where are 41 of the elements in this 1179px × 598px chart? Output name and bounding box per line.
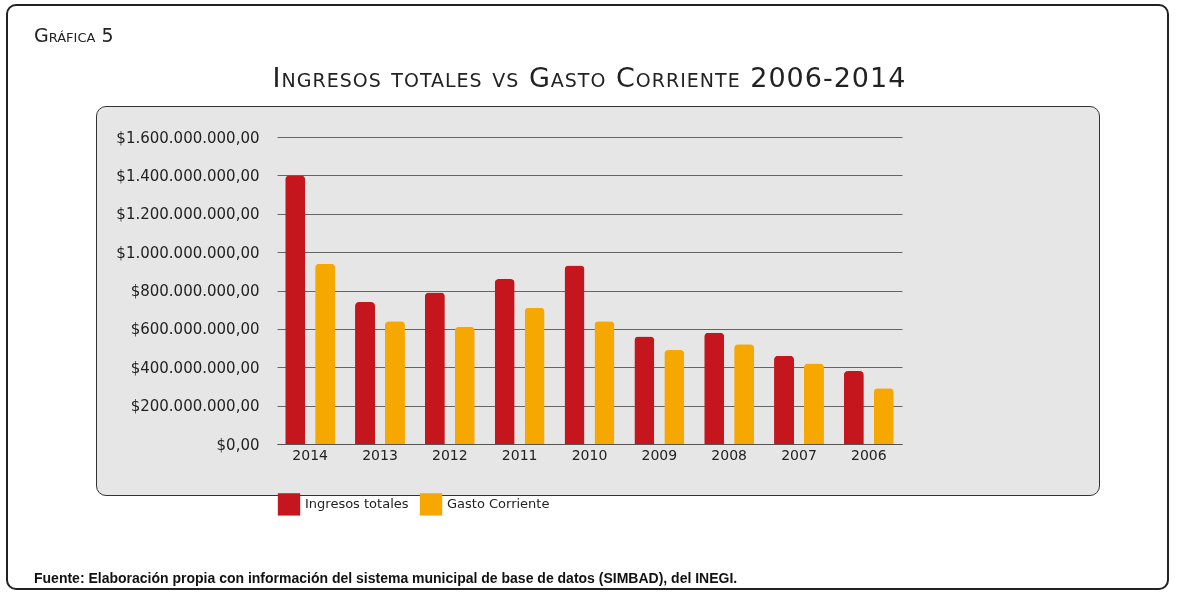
chart-title: Ingresos totales vs Gasto Corriente 2006-2014 — [271, 62, 908, 93]
bar — [524, 307, 545, 444]
x-tick-label: 2013 — [362, 446, 398, 463]
bar — [704, 332, 725, 444]
y-tick-label: $200.000.000,00 — [130, 397, 260, 416]
x-tick-label: 2011 — [501, 446, 538, 463]
bar — [843, 371, 864, 444]
bar — [454, 326, 475, 444]
bar — [664, 349, 685, 444]
y-tick-label: $400.000.000,00 — [130, 358, 260, 377]
x-tick-label: 2012 — [432, 446, 468, 463]
y-tick-label: $1.600.000.000,00 — [116, 128, 260, 147]
y-tick-label: $800.000.000,00 — [130, 282, 260, 300]
bar — [384, 321, 405, 444]
bar — [873, 388, 894, 444]
bar — [803, 363, 824, 444]
y-tick-label: $600.000.000,00 — [130, 320, 260, 339]
x-tick-label: 2008 — [711, 446, 747, 463]
bar — [634, 336, 655, 444]
bar — [494, 278, 515, 444]
y-tick-label: $1.200.000.000,00 — [116, 205, 260, 224]
y-tick-label: $0,00 — [216, 435, 260, 454]
bar — [315, 263, 336, 444]
x-tick-label: 2006 — [851, 446, 887, 463]
bar — [774, 355, 795, 444]
bar — [285, 175, 306, 444]
source-note: Fuente: Elaboración propia con información del sistema municipal de base de datos (SIMBAD), del INEGI. — [34, 570, 738, 586]
x-tick-label: 2009 — [641, 446, 678, 463]
bar — [424, 292, 445, 444]
x-tick-label: 2014 — [292, 446, 329, 463]
y-tick-label: $1.400.000.000,00 — [116, 166, 260, 185]
text: Gráfica 5 — [34, 24, 114, 46]
legend-label: Ingresos totales — [305, 496, 409, 512]
legend-label: Gasto Corriente — [447, 496, 550, 512]
x-tick-label: 2007 — [781, 446, 817, 463]
bar — [734, 344, 755, 444]
bar — [594, 321, 615, 444]
y-tick-label: $1.000.000.000,00 — [116, 243, 260, 262]
bar — [355, 302, 376, 444]
x-tick-label: 2010 — [571, 446, 608, 463]
bar — [564, 265, 585, 444]
